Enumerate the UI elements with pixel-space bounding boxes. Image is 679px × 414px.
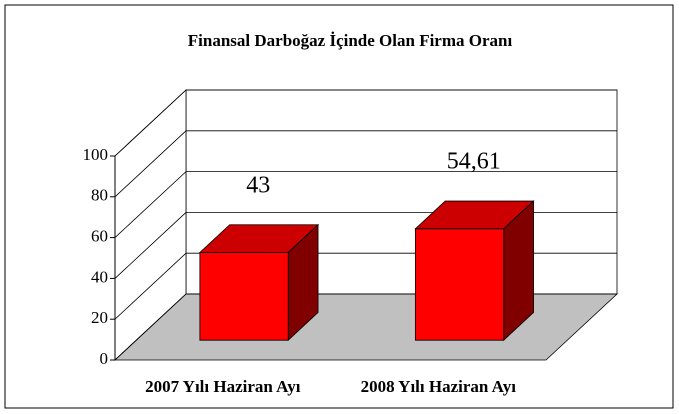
x-tick-label: 2007 Yılı Haziran Ayı: [145, 377, 301, 396]
grid-line: [114, 171, 617, 238]
bar: [199, 252, 289, 341]
value-label: 54,61: [447, 149, 501, 175]
chart-title: Finansal Darboğaz İçinde Olan Firma Oran…: [188, 31, 513, 50]
y-tick-label: 80: [91, 186, 108, 205]
y-tick-label: 40: [91, 267, 108, 286]
y-tick-label: 60: [91, 227, 108, 246]
y-tick-label: 100: [83, 145, 109, 164]
bar: [414, 228, 505, 341]
y-tick-label: 20: [91, 308, 108, 327]
value-label: 43: [246, 172, 270, 198]
y-tick-label: 0: [100, 349, 109, 368]
floor: [113, 293, 619, 361]
grid-line: [114, 89, 617, 157]
x-tick-label: 2008 Yılı Haziran Ayı: [361, 377, 517, 396]
grid-line: [114, 130, 617, 198]
